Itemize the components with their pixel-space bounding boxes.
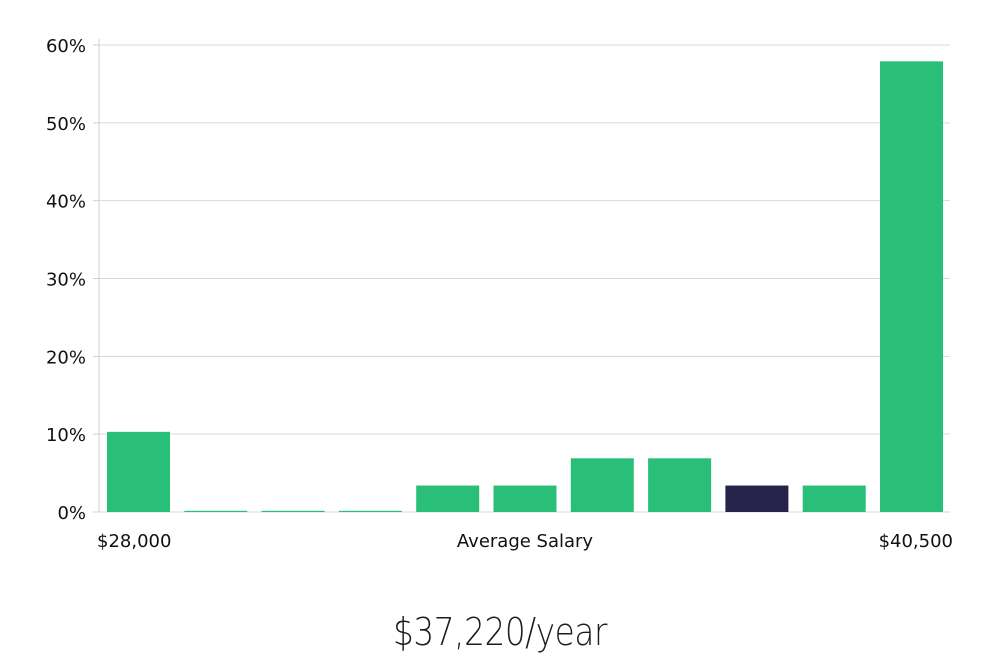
x-axis-title: Average Salary [457, 531, 594, 552]
y-tick-label: 10% [46, 425, 86, 446]
salary-histogram-chart: 0% 10% 20% 30% 40% 50% 60% $28,000 Average Sal… [46, 36, 953, 552]
y-tick-label: 30% [46, 270, 86, 291]
y-tick-label: 0% [57, 503, 86, 524]
bar [107, 431, 170, 512]
average-salary-value: $37,220/year [393, 610, 607, 654]
bar [184, 510, 248, 512]
y-tick-label: 20% [46, 347, 86, 368]
x-axis-max-label: $40,500 [879, 531, 953, 552]
bar [338, 510, 402, 512]
bar [570, 458, 634, 512]
grid-lines [99, 44, 950, 513]
bar [648, 458, 712, 512]
bar [880, 61, 943, 512]
y-tick-label: 40% [46, 192, 86, 213]
y-axis-ticks: 0% 10% 20% 30% 40% 50% 60% [46, 36, 99, 524]
bars [107, 61, 943, 512]
x-axis-min-label: $28,000 [97, 531, 171, 552]
bar [802, 485, 866, 512]
bar-highlighted [725, 485, 789, 512]
bar [416, 485, 480, 512]
bar [493, 485, 557, 512]
y-tick-label: 50% [46, 114, 86, 135]
bar [261, 510, 325, 512]
y-tick-label: 60% [46, 36, 86, 57]
